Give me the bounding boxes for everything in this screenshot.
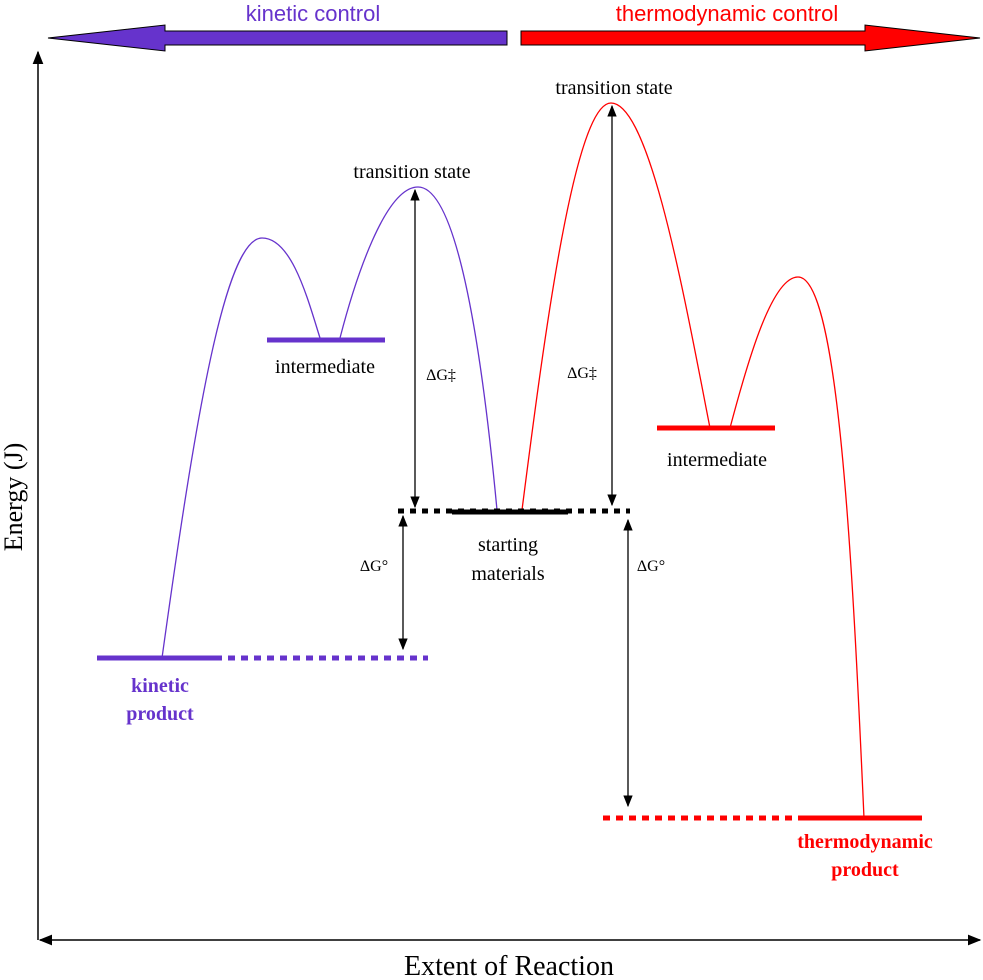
kinetic-control-label: kinetic control xyxy=(246,1,381,26)
thermo-arrow xyxy=(520,24,981,52)
energy-label: ΔG° xyxy=(360,558,388,575)
state-label: transition state xyxy=(353,161,470,183)
energy-label: ΔG° xyxy=(637,558,665,575)
thermo-control-label: thermodynamic control xyxy=(616,1,839,26)
state-label: transition state xyxy=(555,77,672,99)
state-label: starting xyxy=(478,534,538,556)
state-label: materials xyxy=(471,563,545,585)
kinetic-pathway xyxy=(161,186,498,659)
energy-label: ΔG‡ xyxy=(426,367,456,384)
product-label: product xyxy=(126,703,194,725)
kinetic-arrow xyxy=(47,24,508,52)
x-axis-label: Extent of Reaction xyxy=(404,951,614,980)
product-label: kinetic xyxy=(131,675,189,697)
energy-label: ΔG‡ xyxy=(567,365,597,382)
state-label: intermediate xyxy=(667,449,767,471)
product-label: product xyxy=(831,859,899,881)
thermo-pathway xyxy=(521,102,865,819)
y-axis-label: Energy (J) xyxy=(0,443,28,552)
state-label: intermediate xyxy=(275,356,375,378)
product-label: thermodynamic xyxy=(797,831,933,853)
